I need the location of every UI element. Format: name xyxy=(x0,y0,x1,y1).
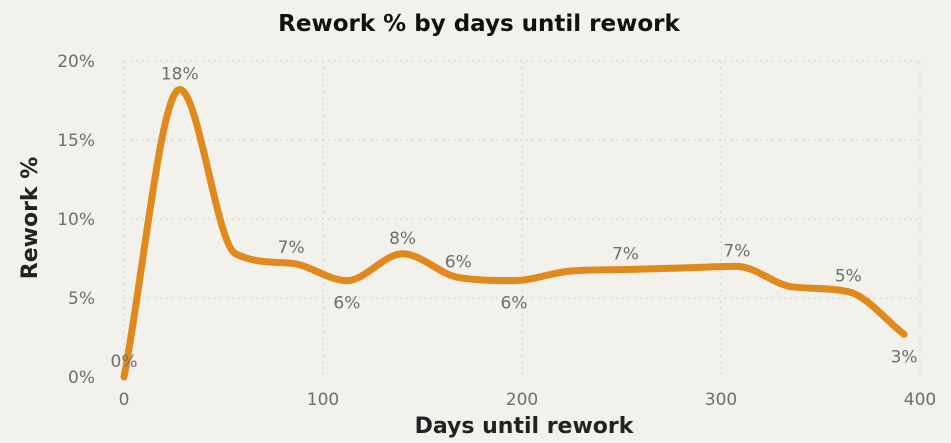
y-tick-label: 15% xyxy=(57,131,95,151)
series-layer xyxy=(120,85,908,381)
x-tick-label: 100 xyxy=(307,390,339,410)
x-axis-ticks: 0 100 200 300 400 xyxy=(119,390,937,410)
y-axis-ticks: 0% 5% 10% 15% 20% xyxy=(57,52,95,388)
data-label: 7% xyxy=(278,238,305,258)
y-tick-label: 5% xyxy=(68,289,95,309)
data-label: 6% xyxy=(333,294,360,314)
chart-title: Rework % by days until rework xyxy=(278,11,680,37)
y-axis-title: Rework % xyxy=(18,157,43,279)
data-label: 0% xyxy=(111,352,138,372)
data-label: 5% xyxy=(835,267,862,287)
y-tick-label: 20% xyxy=(57,52,95,72)
data-label: 6% xyxy=(445,252,472,272)
x-tick-label: 0 xyxy=(119,390,130,410)
x-tick-label: 300 xyxy=(705,390,737,410)
data-label: 6% xyxy=(501,294,528,314)
data-label: 7% xyxy=(723,241,750,261)
y-tick-label: 0% xyxy=(68,368,95,388)
x-tick-label: 400 xyxy=(904,390,936,410)
grid xyxy=(123,60,921,377)
data-label: 18% xyxy=(161,64,199,84)
data-label: 3% xyxy=(891,347,918,367)
y-tick-label: 10% xyxy=(57,210,95,230)
data-label: 8% xyxy=(389,229,416,249)
data-labels: 0% 18% 7% 6% 8% 6% 6% 7% 7% 5% 3% xyxy=(111,64,918,372)
x-axis-title: Days until rework xyxy=(415,414,635,439)
x-tick-label: 200 xyxy=(506,390,538,410)
data-label: 7% xyxy=(612,245,639,265)
series-line xyxy=(120,85,908,381)
